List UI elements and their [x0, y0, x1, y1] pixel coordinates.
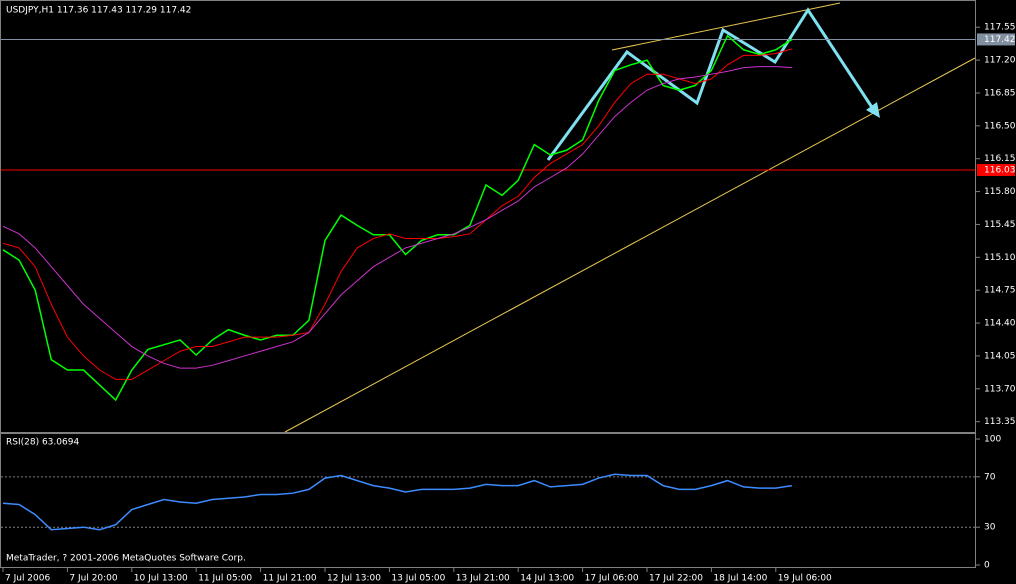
y-tick-label: 114.05 — [984, 351, 1016, 361]
y-tick-label: 115.10 — [984, 253, 1016, 263]
y-tick-label: 113.35 — [984, 417, 1016, 427]
trend-line — [611, 2, 841, 51]
x-tick-label: 11 Jul 21:00 — [263, 574, 317, 584]
y-tick-label: 114.40 — [984, 319, 1016, 329]
rsi-frame — [0, 433, 976, 568]
x-tick-label: 7 Jul 20:00 — [69, 574, 118, 584]
series-line — [2, 34, 793, 402]
y-tick-label: 117.20 — [984, 56, 1016, 66]
arrow-head — [866, 102, 880, 118]
chart-title: USDJPY,H1 117.36 117.43 117.29 117.42 — [6, 6, 191, 16]
y-tick-label: 117.55 — [984, 23, 1016, 33]
x-tick-label: 17 Jul 06:00 — [585, 574, 639, 584]
series-line — [2, 48, 793, 380]
trend-line — [284, 57, 976, 433]
y-tick-label: 114.75 — [984, 286, 1016, 296]
x-tick-label: 18 Jul 14:00 — [713, 574, 767, 584]
x-tick-label: 14 Jul 13:00 — [520, 574, 574, 584]
y-tick-label: 113.70 — [984, 384, 1016, 394]
x-tick-label: 13 Jul 21:00 — [456, 574, 510, 584]
price-label: 117.42 — [984, 35, 1016, 45]
y-tick-label: 100 — [984, 435, 1001, 445]
x-tick-label: 10 Jul 13:00 — [134, 574, 188, 584]
y-tick-label: 0 — [984, 560, 990, 570]
y-tick-label: 115.80 — [984, 187, 1016, 197]
x-tick-label: 11 Jul 05:00 — [198, 574, 252, 584]
price-label-bg — [977, 163, 1015, 176]
series-line — [2, 66, 792, 369]
y-tick-label: 30 — [984, 523, 996, 533]
series-line — [2, 473, 793, 531]
x-tick-label: 12 Jul 13:00 — [327, 574, 381, 584]
pattern-arrow — [546, 7, 877, 161]
x-tick-label: 13 Jul 05:00 — [391, 574, 445, 584]
x-tick-label: 17 Jul 22:00 — [649, 574, 703, 584]
main-frame — [0, 0, 976, 433]
x-tick-label: 7 Jul 2006 — [5, 574, 50, 584]
x-tick-label: 19 Jul 06:00 — [778, 574, 832, 584]
price-label-bg — [977, 33, 1015, 46]
y-tick-label: 116.85 — [984, 88, 1016, 98]
y-tick-label: 70 — [984, 472, 996, 482]
rsi-title: RSI(28) 63.0694 — [6, 438, 79, 448]
footer: MetaTrader, ? 2001-2006 MetaQuotes Softw… — [6, 554, 246, 564]
y-tick-label: 116.15 — [984, 154, 1016, 164]
price-label: 116.03 — [984, 165, 1016, 175]
y-tick-label: 115.45 — [984, 220, 1016, 230]
y-tick-label: 116.50 — [984, 121, 1016, 131]
